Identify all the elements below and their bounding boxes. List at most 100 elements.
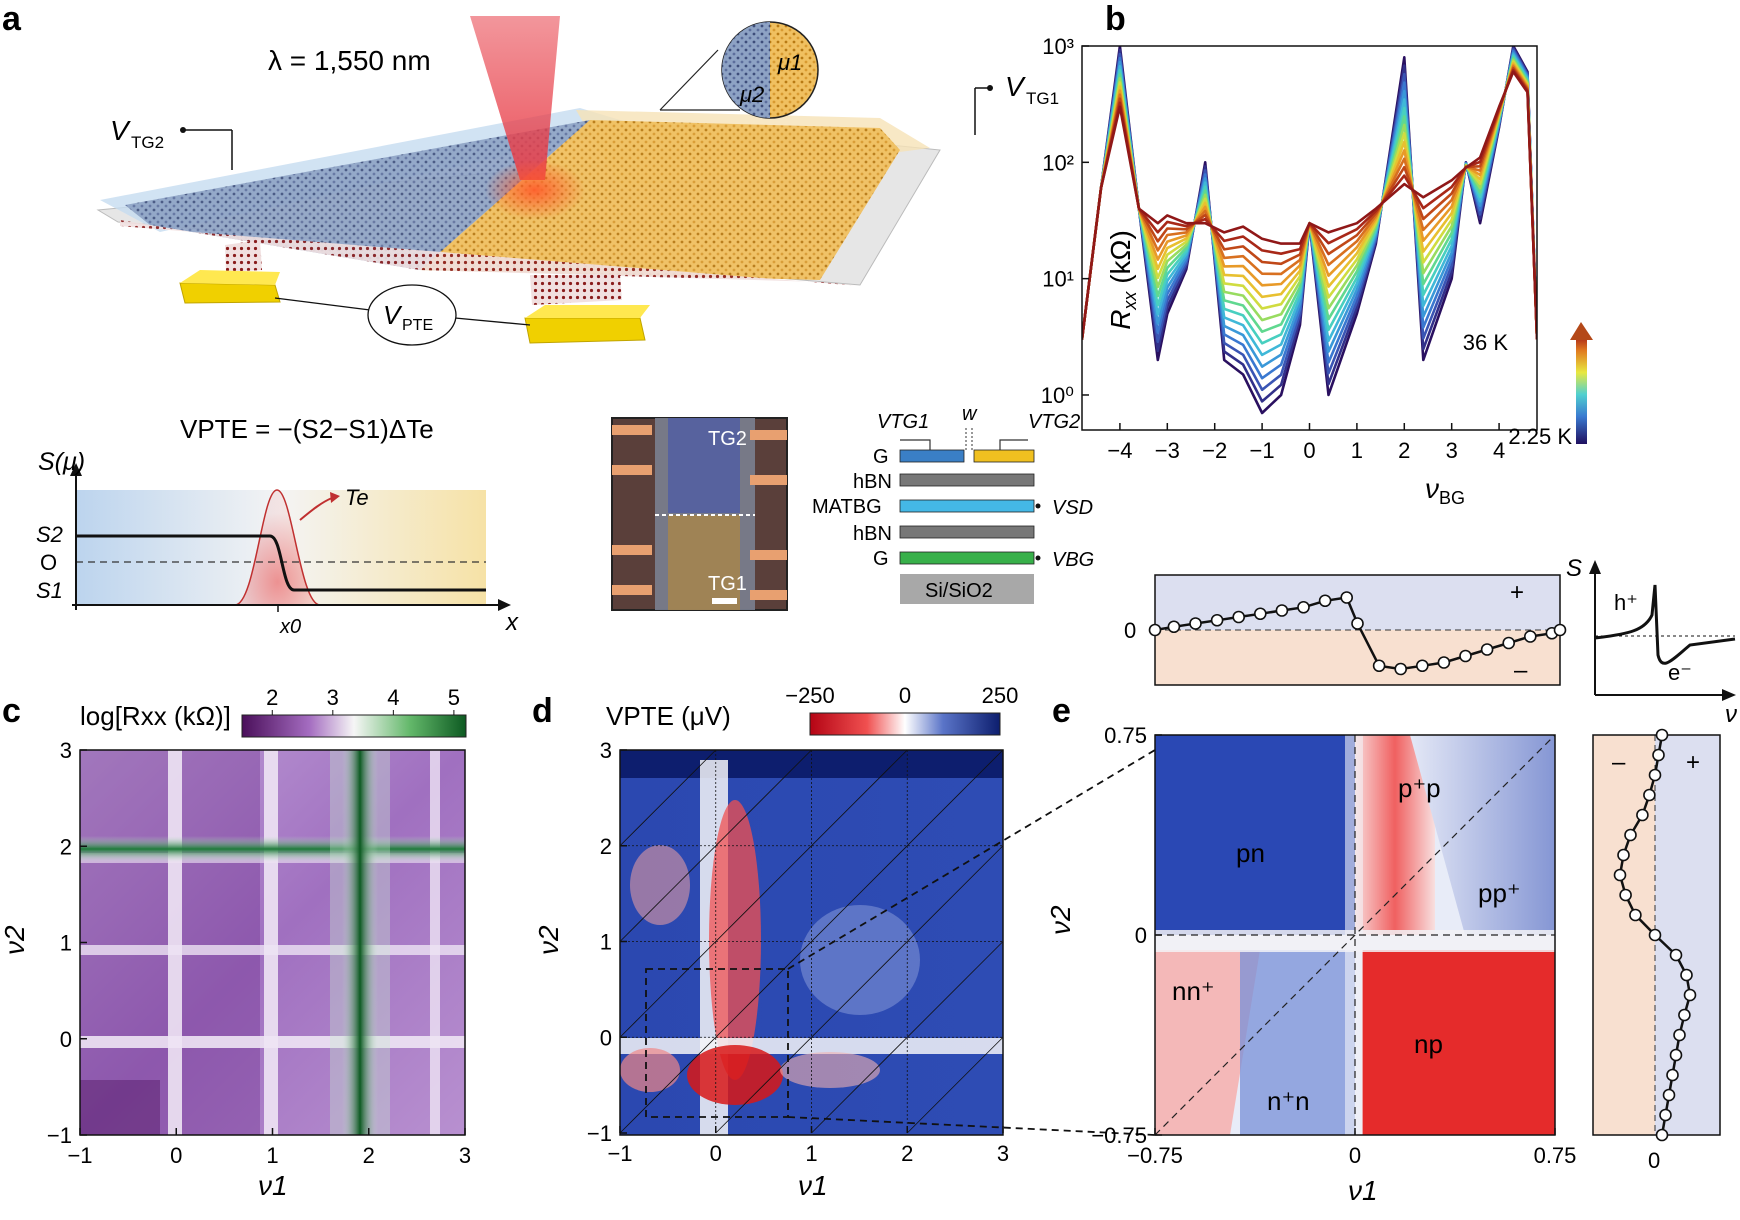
stack-vtg2-lead: [999, 439, 1028, 450]
stack-layer-label-3: hBN: [853, 523, 892, 545]
inset-top-point: [1351, 617, 1364, 630]
vpte-circuit: V PTE: [274, 284, 531, 346]
panel-d-diag-guide: [715, 845, 1004, 1134]
inset-right-point: [1648, 768, 1662, 782]
panel-c-cbar-tick-label: 4: [387, 685, 399, 710]
zoom-line-top: [659, 49, 719, 111]
zoom-circle-left-half: [722, 22, 770, 118]
micrograph-pad-2: [612, 465, 652, 475]
panel-e-heatmap: −0.75 0 0.75 0.75 0 −0.75: [1091, 723, 1576, 1168]
inset-right-point: [1643, 788, 1656, 802]
panel-b-xtick-label: 3: [1446, 438, 1458, 463]
vtg2-dot: [180, 127, 186, 133]
inset-right-points: [1613, 728, 1697, 1142]
inset-top-minus-bg: [1155, 630, 1560, 685]
vpte-wire-left: [274, 297, 371, 311]
inset-right-minus-bg: [1593, 735, 1655, 1135]
panel-d-xtick-label: 3: [997, 1141, 1009, 1166]
inset-right-zero-label: 0: [1648, 1148, 1660, 1173]
inset-top-point: [1416, 659, 1429, 673]
sketch-h-label: h⁺: [1614, 590, 1638, 615]
panel-c-xtick-label: 3: [459, 1143, 471, 1168]
panel-d-light-blob: [800, 905, 920, 1015]
panel-c-cbar-tick-label: 3: [327, 685, 339, 710]
te-arrowhead: [330, 492, 340, 503]
panel-b-axes: −4 −3 −2 −1 0 1 2 3 4 10³ 10² 10¹ 10⁰: [1041, 34, 1506, 463]
panel-b-ylabel: Rxx (kΩ): [1105, 230, 1140, 330]
sketch-nu-arrow: [1722, 689, 1736, 701]
panel-c-ytick-label: 1: [60, 931, 72, 956]
micrograph-pad-5: [750, 430, 787, 440]
panel-c-vline-nu1-0: [168, 750, 182, 1135]
micrograph-tg2-region: [668, 418, 740, 513]
inset-right-point: [1655, 728, 1669, 742]
vpte-meter: [367, 284, 457, 346]
zoom-inset: μ1 μ2: [659, 21, 819, 119]
panel-d-red-left: [620, 1048, 680, 1092]
panel-c-dark-corner: [80, 1080, 160, 1135]
inset-right-point: [1629, 908, 1642, 922]
vtg1-label-sub: TG1: [1026, 89, 1059, 108]
panel-d-red-vstreak: [709, 800, 761, 1080]
panel-e-xlabel: ν1: [1348, 1175, 1378, 1206]
substrate-label: Si/SiO2: [925, 580, 993, 602]
panel-c-vline-nu1-1: [264, 750, 278, 1135]
inset-right-point: [1678, 1008, 1691, 1022]
te-arrow: [299, 497, 333, 521]
te-label: Te: [345, 485, 369, 510]
panel-d-xlabel: ν1: [798, 1170, 828, 1201]
sketch-e-label: e⁻: [1668, 660, 1692, 685]
inset-right-point: [1669, 948, 1683, 962]
s2-label: S2: [36, 522, 63, 547]
panel-c-cbar-tick-label: 5: [448, 685, 460, 710]
panel-c-xtick-label: −1: [67, 1143, 92, 1168]
temp-low-label: 2.25 K: [1508, 424, 1572, 449]
panel-c-heatmap: −1 0 1 2 3 3 2 1 0 −1: [47, 738, 471, 1168]
panel-d-diag-guide: [619, 749, 908, 1038]
sketch-nu-label: ν: [1725, 701, 1737, 728]
panel-d-colorbar: [809, 712, 1001, 736]
panel-d-cbar-tick-label: 0: [899, 683, 911, 708]
wavelength-label: λ = 1,550 nm: [268, 45, 431, 76]
inset-right-point: [1636, 808, 1649, 822]
back-gate-bar: [899, 551, 1035, 565]
inset-top-points: [1148, 591, 1567, 676]
inset-right-point: [1662, 1088, 1676, 1102]
inset-top-point: [1232, 610, 1245, 624]
panel-d-diag-guide: [811, 941, 1004, 1134]
hbn-bottom-bar: [899, 525, 1035, 539]
panel-e-xtick-label: 0: [1349, 1143, 1361, 1168]
panel-d-red-right: [780, 1052, 880, 1088]
panel-d-axes: −1 0 1 2 3 3 2 1 0 −1: [587, 738, 1009, 1166]
gold-contact-right: [524, 317, 646, 344]
stack-layer-label-1: hBN: [853, 471, 892, 493]
sketch-seebeck-curve: [1594, 584, 1736, 665]
top-gate-1-bar: [899, 449, 965, 463]
panel-c-hline-nu2-1: [80, 945, 465, 955]
panel-b-xtick-label: −1: [1250, 438, 1275, 463]
panel-d-guide-lines: [619, 749, 1004, 1134]
panel-d-xtick-label: 0: [710, 1141, 722, 1166]
panel-e-nnplus-region: [1155, 950, 1260, 1135]
inset-top-point: [1437, 656, 1451, 669]
panel-e-xtick-label: −0.75: [1127, 1143, 1183, 1168]
seebeck-step-curve: [76, 534, 486, 592]
panel-c-ytick-label: 2: [60, 834, 72, 859]
panel-label-b: b: [1105, 0, 1126, 38]
inset-right-point: [1619, 888, 1632, 902]
panel-e-ppplus-region: [1410, 735, 1555, 935]
micrograph-pad-4: [612, 585, 652, 595]
panel-c-green-vband: [342, 750, 378, 1135]
panel-d-diag-guide: [906, 1036, 1004, 1134]
region-n-nplus: nn⁺: [1172, 976, 1215, 1006]
inset-top-point: [1394, 662, 1407, 676]
pte-equation: VPTE = −(S2−S1)ΔTe: [180, 414, 434, 444]
panel-d-ylabel: ν2: [533, 925, 564, 955]
panel-b-ytick-label: 10²: [1042, 150, 1074, 175]
inset-right-point: [1666, 1068, 1679, 1082]
panel-d-cbar-tick-label: 250: [982, 683, 1019, 708]
panel-label-c: c: [2, 692, 21, 730]
panel-b-xtick-label: 4: [1493, 438, 1505, 463]
graphene-region-mu2: [125, 120, 590, 270]
inset-top-point: [1167, 620, 1181, 634]
